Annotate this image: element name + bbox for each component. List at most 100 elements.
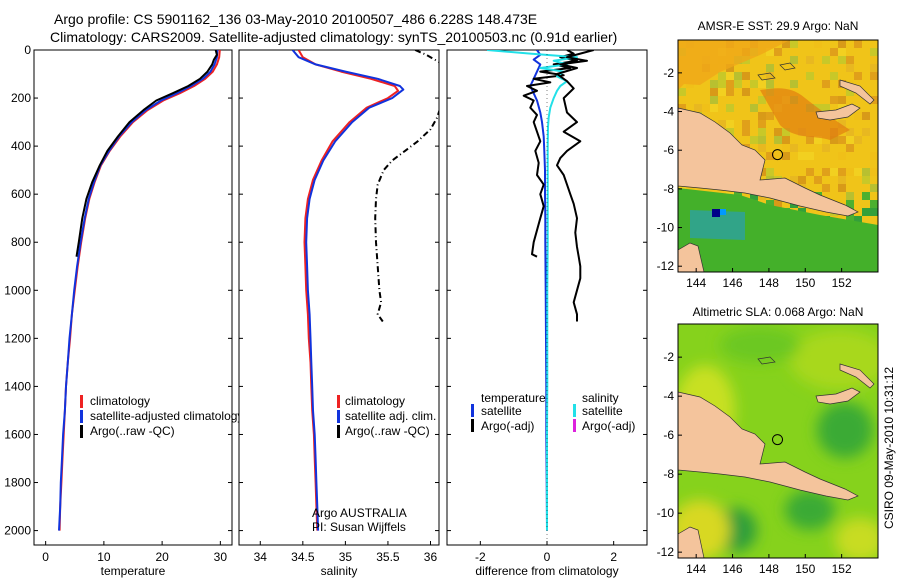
sst-cell bbox=[838, 96, 846, 104]
map-x-tick-label: 144 bbox=[686, 562, 706, 576]
sst-cell bbox=[790, 40, 798, 48]
map-x-tick-label: 152 bbox=[832, 276, 852, 290]
sst-cell bbox=[846, 128, 854, 136]
y-tick-label: 1600 bbox=[4, 427, 31, 441]
legend-swatch-argo bbox=[337, 425, 340, 438]
sst-cell bbox=[726, 128, 734, 136]
legend-label-climatology: climatology bbox=[345, 394, 405, 408]
legend-label-sal-satellite: satellite bbox=[582, 404, 623, 418]
sst-cell bbox=[726, 80, 734, 88]
sst-island-outline bbox=[779, 62, 796, 71]
sst-cell bbox=[798, 176, 806, 184]
sst-cell bbox=[758, 128, 766, 136]
sla-land-australia bbox=[678, 526, 705, 558]
map-x-tick-label: 148 bbox=[759, 562, 779, 576]
sst-cell bbox=[862, 112, 870, 120]
sst-cell bbox=[782, 40, 790, 48]
difference-panel: -2 0 2 difference from climatology tempera… bbox=[446, 49, 648, 578]
sst-cell bbox=[822, 184, 830, 192]
sst-cell bbox=[854, 72, 862, 80]
sst-map-frame bbox=[677, 39, 879, 273]
sst-cell bbox=[870, 184, 878, 192]
sst-cell bbox=[726, 72, 734, 80]
sla-blob bbox=[817, 402, 873, 458]
map-x-tick-label: 146 bbox=[723, 276, 743, 290]
sst-cell bbox=[774, 48, 782, 56]
sst-cell bbox=[822, 104, 830, 112]
series-line-argo-raw-qc- bbox=[75, 50, 218, 257]
sst-warm-patch bbox=[678, 40, 790, 90]
sla-island-outline bbox=[757, 356, 776, 365]
sst-cell bbox=[718, 88, 726, 96]
sst-cell bbox=[822, 144, 830, 152]
sst-cell bbox=[774, 136, 782, 144]
legend-label-sal-argo: Argo(-adj) bbox=[582, 419, 635, 433]
sst-cell bbox=[806, 136, 814, 144]
sst-cell bbox=[838, 152, 846, 160]
series-line-salinity-argo-adj- bbox=[556, 50, 594, 322]
sst-cell bbox=[822, 56, 830, 64]
y-tick-label: 1400 bbox=[4, 379, 31, 393]
float-program-label: Argo AUSTRALIA bbox=[312, 506, 407, 520]
sst-cell bbox=[870, 168, 878, 176]
sst-cell bbox=[870, 56, 878, 64]
sst-cell bbox=[766, 152, 774, 160]
x-tick-label: 34 bbox=[254, 550, 268, 564]
sst-cell bbox=[718, 80, 726, 88]
sst-island-outline bbox=[757, 72, 776, 81]
series-line-satellite-adj-clim- bbox=[291, 50, 405, 531]
x-tick-label: 35 bbox=[339, 550, 353, 564]
sst-cell bbox=[726, 64, 734, 72]
sst-cool-region bbox=[678, 188, 878, 272]
sst-cell bbox=[838, 48, 846, 56]
sst-cell bbox=[846, 64, 854, 72]
sla-map-frame bbox=[677, 323, 879, 559]
sst-cell bbox=[846, 216, 854, 224]
sst-cell bbox=[862, 176, 870, 184]
sst-cell bbox=[758, 112, 766, 120]
sst-cell bbox=[726, 104, 734, 112]
sst-cell bbox=[854, 40, 862, 48]
temperature-legend: climatology satellite-adjusted climatolo… bbox=[80, 394, 243, 438]
salinity-axes-frame bbox=[238, 49, 440, 546]
sst-cell bbox=[862, 168, 870, 176]
sst-cell bbox=[782, 152, 790, 160]
sst-cell bbox=[774, 152, 782, 160]
sst-map-title: AMSR-E SST: 29.9 Argo: NaN bbox=[698, 19, 859, 33]
sla-map-title: Altimetric SLA: 0.068 Argo: NaN bbox=[693, 305, 864, 319]
sst-cell bbox=[758, 80, 766, 88]
sst-cell bbox=[846, 200, 854, 208]
sst-cell bbox=[838, 184, 846, 192]
salinity-y-ticks bbox=[239, 49, 439, 532]
legend-label-argo: Argo(..raw -QC) bbox=[90, 424, 175, 438]
legend-label-climatology: climatology bbox=[90, 394, 150, 408]
sst-cell bbox=[782, 136, 790, 144]
sst-cell bbox=[862, 128, 870, 136]
y-tick-label: 1800 bbox=[4, 476, 31, 490]
sst-cell bbox=[766, 72, 774, 80]
sst-cell bbox=[838, 176, 846, 184]
sst-cell bbox=[742, 72, 750, 80]
sst-cell bbox=[766, 168, 774, 176]
map-x-tick-label: 148 bbox=[759, 276, 779, 290]
difference-x-axis-label: difference from climatology bbox=[475, 564, 618, 578]
timestamp-side-label: CSIRO 09-May-2010 10:31:12 bbox=[882, 367, 896, 529]
sst-cell bbox=[814, 40, 822, 48]
salinity-series bbox=[291, 50, 439, 531]
sst-cell bbox=[726, 88, 734, 96]
sst-cell bbox=[822, 80, 830, 88]
sst-cell bbox=[790, 56, 798, 64]
map-y-tick-label: -6 bbox=[663, 428, 674, 442]
principal-investigator-label: PI: Susan Wijffels bbox=[312, 520, 406, 534]
x-tick-label: 10 bbox=[97, 550, 111, 564]
sla-land-new-guinea bbox=[678, 391, 859, 501]
sst-cell bbox=[846, 168, 854, 176]
y-tick-label: 200 bbox=[11, 91, 31, 105]
y-tick-label: 2000 bbox=[4, 524, 31, 538]
sst-cell bbox=[758, 120, 766, 128]
sst-cell bbox=[870, 64, 878, 72]
map-x-tick-label: 152 bbox=[832, 562, 852, 576]
map-y-tick-label: -6 bbox=[663, 143, 674, 157]
sst-cell bbox=[814, 136, 822, 144]
